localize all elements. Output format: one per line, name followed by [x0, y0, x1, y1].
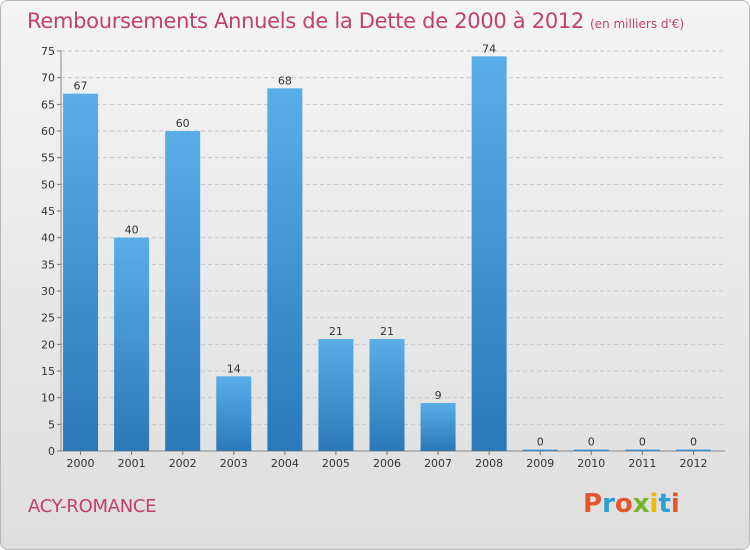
bar: [471, 56, 507, 451]
bar-value-label: 67: [74, 80, 88, 93]
x-tick-label: 2001: [118, 457, 146, 470]
bar-value-label: 0: [639, 436, 646, 449]
y-tick-label: 5: [48, 418, 55, 431]
bar: [369, 339, 405, 451]
bar: [114, 237, 150, 451]
bar-value-label: 68: [278, 74, 292, 87]
bar-value-label: 14: [227, 362, 241, 375]
bar: [63, 93, 99, 452]
bar: [675, 449, 711, 451]
title-unit: (en milliers d'€): [590, 17, 685, 31]
x-tick-label: 2007: [424, 457, 452, 470]
y-tick-label: 55: [41, 152, 55, 165]
bar: [267, 88, 303, 451]
bar-value-label: 0: [690, 436, 697, 449]
x-tick-label: 2005: [322, 457, 350, 470]
x-tick-label: 2009: [526, 457, 554, 470]
bar-value-label: 0: [588, 436, 595, 449]
y-tick-label: 40: [41, 232, 55, 245]
bar: [522, 449, 558, 451]
bar: [624, 449, 660, 451]
logo-letter: i: [670, 489, 680, 519]
y-tick-label: 45: [41, 205, 55, 218]
proxiti-logo: Proxiti: [583, 489, 680, 519]
logo-letter: x: [632, 489, 650, 519]
bar-value-label: 60: [176, 117, 190, 130]
y-tick-label: 70: [41, 72, 55, 85]
y-tick-label: 60: [41, 125, 55, 138]
x-tick-label: 2010: [577, 457, 605, 470]
logo-letter: P: [583, 489, 603, 519]
y-tick-label: 25: [41, 312, 55, 325]
bar-value-label: 21: [380, 325, 394, 338]
bar: [165, 131, 201, 451]
x-tick-label: 2003: [220, 457, 248, 470]
city-name: ACY-ROMANCE: [28, 496, 157, 517]
bar-value-label: 40: [125, 224, 139, 237]
x-tick-label: 2006: [373, 457, 401, 470]
bar: [573, 449, 609, 451]
x-tick-label: 2008: [475, 457, 503, 470]
title-text: Remboursements Annuels de la Dette de 20…: [27, 9, 584, 33]
x-tick-label: 2011: [628, 457, 656, 470]
bar-value-label: 21: [329, 325, 343, 338]
bar-value-label: 74: [482, 42, 496, 55]
x-tick-label: 2002: [169, 457, 197, 470]
logo-letter: i: [649, 489, 659, 519]
y-tick-label: 0: [48, 445, 55, 458]
y-tick-label: 35: [41, 258, 55, 271]
logo-letter: r: [602, 489, 615, 519]
bar-value-label: 0: [537, 436, 544, 449]
y-tick-label: 75: [41, 45, 55, 58]
y-tick-label: 10: [41, 392, 55, 405]
x-tick-label: 2004: [271, 457, 299, 470]
bar-value-label: 9: [435, 389, 442, 402]
bar: [420, 403, 456, 451]
bar: [216, 376, 252, 451]
y-tick-label: 30: [41, 285, 55, 298]
logo-letter: o: [614, 489, 633, 519]
y-tick-label: 15: [41, 365, 55, 378]
logo-letter: t: [658, 489, 671, 519]
chart-title: Remboursements Annuels de la Dette de 20…: [27, 9, 684, 33]
y-tick-label: 20: [41, 338, 55, 351]
bar: [318, 339, 354, 451]
x-tick-label: 2012: [679, 457, 707, 470]
y-tick-label: 50: [41, 178, 55, 191]
x-tick-label: 2000: [67, 457, 95, 470]
y-tick-label: 65: [41, 98, 55, 111]
